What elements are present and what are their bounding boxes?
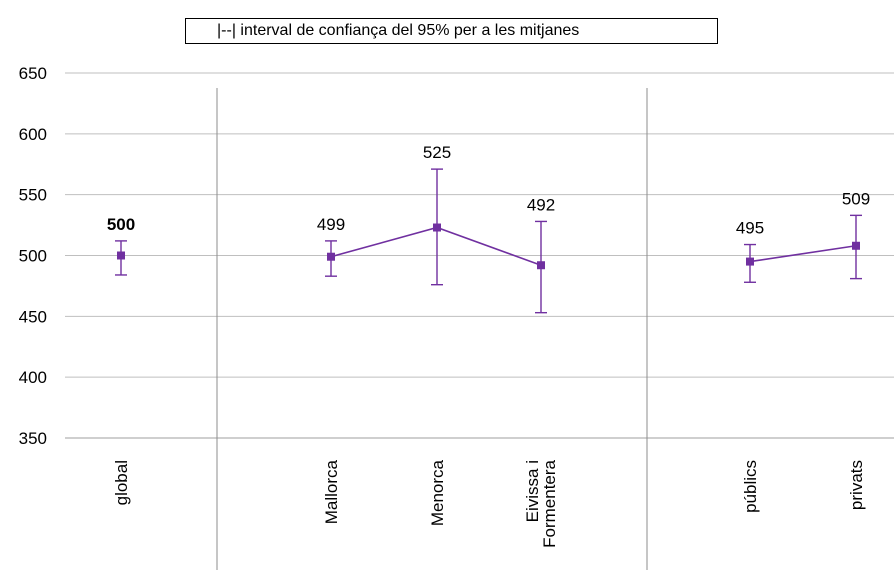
category-label-text: global (112, 460, 131, 505)
data-point (433, 223, 441, 232)
category-label-line: Eivissa i (523, 460, 542, 522)
data-point (746, 257, 754, 266)
category-label: públics (741, 460, 760, 513)
category-label-text: privats (847, 460, 866, 510)
grid-lines (65, 72, 894, 439)
y-tick-label: 450 (19, 307, 47, 326)
legend-label: |--| interval de confiança del 95% per a… (217, 22, 580, 39)
y-tick-label: 650 (19, 64, 47, 83)
data-label: 492 (527, 195, 555, 214)
data-point (327, 252, 335, 261)
data-label: 525 (423, 143, 451, 162)
data-point (537, 261, 545, 270)
data-point (852, 241, 860, 250)
data-label: 509 (842, 189, 870, 208)
y-tick-label: 350 (19, 429, 47, 448)
series: 500 499 525 492 495 509 (107, 143, 870, 314)
category-label-text: Menorca (428, 459, 447, 526)
group-separators (216, 88, 648, 570)
y-tick-label: 550 (19, 186, 47, 205)
data-label: 500 (107, 215, 135, 234)
category-label: Eivissa iFormentera (523, 459, 559, 547)
category-label-text: públics (741, 460, 760, 513)
series-line (330, 226, 542, 266)
y-tick-label: 500 (19, 247, 47, 266)
data-label: 499 (317, 215, 345, 234)
category-label: privats (847, 460, 866, 510)
category-label-text: Eivissa iFormentera (523, 459, 559, 547)
series-line (749, 244, 857, 263)
category-label-line: Formentera (540, 459, 559, 547)
category-labels: global Mallorca Menorca Eivissa iFormentera… (112, 459, 866, 547)
category-label: Menorca (428, 459, 447, 526)
y-tick-label: 400 (19, 368, 47, 387)
data-label: 495 (736, 219, 764, 238)
legend: |--| interval de confiança del 95% per a… (185, 18, 718, 44)
y-axis-ticks: 350 400 450 500 550 600 650 (19, 64, 47, 448)
category-label-text: Mallorca (322, 459, 341, 524)
data-point (117, 251, 125, 260)
y-tick-label: 600 (19, 125, 47, 144)
category-label: global (112, 460, 131, 505)
category-label: Mallorca (322, 459, 341, 524)
